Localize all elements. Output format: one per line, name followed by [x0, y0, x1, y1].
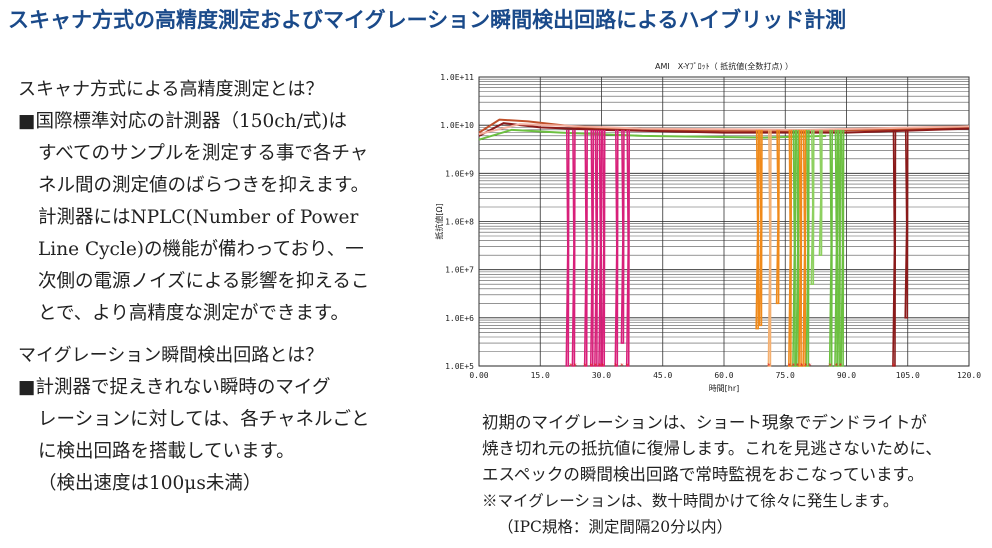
drop-series-line [758, 129, 763, 327]
y-tick-label: 1.0E+8 [445, 218, 474, 227]
y-tick-label: 1.0E+9 [445, 169, 474, 178]
drop-series-line [614, 129, 619, 367]
drop-series-line [755, 129, 760, 330]
section2-line: レーションに対しては、各チャネルごと [38, 409, 370, 430]
drop-series-line [620, 129, 625, 344]
drop-series-line [594, 129, 599, 367]
floor-marker: * [839, 362, 843, 370]
x-tick-label: 105.0 [896, 371, 920, 380]
floor-marker: * [583, 362, 587, 370]
section2-line: ■計測器で捉えきれない瞬時のマイグ [18, 377, 331, 398]
caption-line: 初期のマイグレーションは、ショート現象でデンドライトが [482, 413, 927, 432]
drop-series-line [583, 129, 588, 367]
floor-marker: * [792, 362, 796, 370]
y-tick-label: 1.0E+5 [445, 362, 474, 371]
drop-series-line [904, 129, 909, 319]
floor-marker: * [892, 362, 896, 370]
y-axis-label: 抵抗値[Ω] [434, 203, 444, 239]
section2-line: に検出回路を搭載しています。 [38, 441, 295, 462]
chart-caption: 初期のマイグレーションは、ショート現象でデンドライトが 焼き切れ元の抵抗値に復帰… [482, 410, 942, 540]
floor-marker: * [804, 362, 808, 370]
floor-marker: * [573, 362, 577, 370]
section1-line: 次側の電源ノイズによる影響を抑えるこ [38, 271, 370, 292]
drop-series-line [565, 129, 570, 367]
drop-series-line [802, 129, 807, 367]
drop-series-line [798, 129, 803, 367]
section1-line: すべてのサンプルを測定する事で各チャ [38, 143, 369, 164]
drop-series-line [837, 129, 842, 367]
chart-title: AMI X-Yﾌﾟﾛｯﾄ（ 抵抗値(全数打点) ） [655, 61, 793, 71]
drop-series-line [828, 129, 833, 367]
caption-note-ipc: （IPC規格：測定間隔20分以内） [498, 518, 733, 536]
floor-marker: * [808, 362, 812, 370]
y-tick-label: 1.0E+7 [445, 266, 474, 275]
x-tick-label: 0.00 [469, 371, 488, 380]
drop-series-line [601, 129, 606, 367]
drop-series-line [805, 129, 810, 367]
x-tick-label: 120.0 [957, 371, 981, 380]
x-tick-label: 60.0 [714, 371, 733, 380]
drop-series-line [840, 129, 845, 367]
x-tick-label: 45.0 [653, 371, 672, 380]
section1-line: 計測器にはNPLC(Number of Power [38, 207, 359, 228]
floor-marker: * [620, 362, 624, 370]
caption-line: エスペックの瞬間検出回路で常時監視をおこなっています。 [482, 465, 924, 484]
floor-marker: * [767, 362, 771, 370]
section1-heading: スキャナ方式による高精度測定とは？ [18, 79, 324, 100]
floor-marker: * [835, 362, 839, 370]
drop-series-line [788, 129, 793, 367]
x-tick-label: 30.0 [592, 371, 611, 380]
drop-series-line [795, 129, 800, 367]
section1-line: Line Cycle)の機能が備わっており、一 [38, 239, 364, 260]
description-panel: スキャナ方式による高精度測定とは？ ■国際標準対応の計測器（150ch/式)は … [18, 74, 408, 500]
section2-heading: マイグレーション瞬間検出回路とは？ [18, 345, 324, 366]
section1-line: とで、より高精度な測定ができます。 [38, 303, 349, 324]
drop-series-line [589, 129, 595, 367]
drop-series-line [834, 129, 839, 367]
floor-marker: * [788, 362, 792, 370]
floor-marker: * [800, 362, 804, 370]
drop-series-line [571, 129, 576, 367]
x-tick-label: 90.0 [837, 371, 856, 380]
x-tick-label: 75.0 [776, 371, 795, 380]
series-line [478, 123, 970, 136]
floor-marker: * [594, 362, 598, 370]
drop-series-line [892, 129, 897, 367]
floor-marker: * [614, 362, 618, 370]
y-tick-label: 1.0E+11 [440, 73, 474, 82]
caption-line: 焼き切れ元の抵抗値に復帰します。これを見逃さないために、 [482, 439, 942, 458]
drop-series-line [792, 129, 797, 367]
section1-line: ■国際標準対応の計測器（150ch/式)は [18, 111, 348, 132]
y-tick-label: 1.0E+6 [445, 314, 474, 323]
drop-series-line [810, 129, 815, 285]
section2-line: （検出速度は100μs未満） [38, 473, 262, 494]
resistance-chart: 0.00 15.0 30.0 45.0 60.0 75.0 90.0 105.0 120.0 1.… [434, 61, 981, 393]
drop-series-line [625, 129, 631, 367]
floor-marker: * [601, 362, 605, 370]
series-line [478, 122, 970, 137]
floor-marker: * [569, 362, 573, 370]
floor-marker: * [625, 362, 629, 370]
caption-note: ※マイグレーションは、数十時間かけて徐々に発生します。 [482, 492, 899, 510]
drop-series-line [818, 129, 823, 256]
floor-marker: * [828, 362, 832, 370]
floor-marker: * [598, 362, 602, 370]
floor-marker: * [590, 362, 594, 370]
x-tick-label: 15.0 [531, 371, 550, 380]
y-tick-label: 1.0E+10 [440, 121, 474, 130]
page-title: スキャナ方式の高精度測定およびマイグレーション瞬間検出回路によるハイブリッド計測 [8, 8, 847, 32]
drop-series-line [767, 129, 772, 367]
drop-series-line [598, 129, 603, 367]
floor-marker: * [796, 362, 800, 370]
section1-line: ネル間の測定値のばらつきを抑えます。 [38, 175, 370, 196]
x-axis-label: 時間[hr] [709, 384, 740, 393]
drop-series-line [775, 129, 780, 305]
